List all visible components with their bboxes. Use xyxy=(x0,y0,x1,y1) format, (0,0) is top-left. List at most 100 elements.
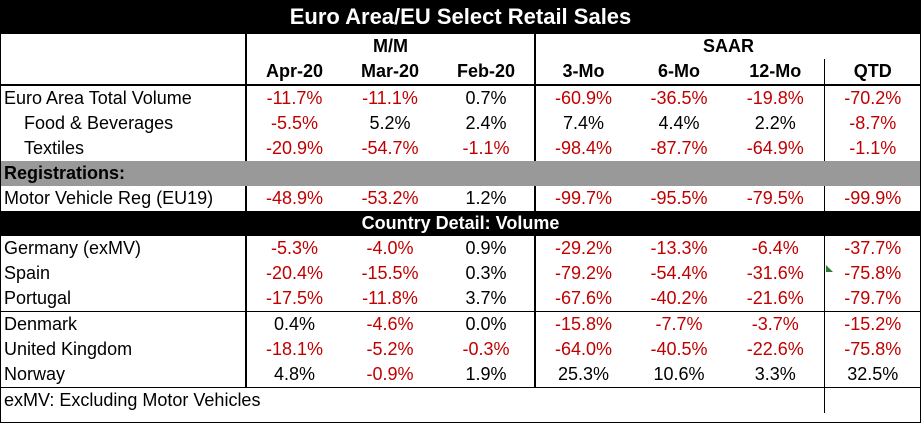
col-12-mo: 12-Mo xyxy=(749,61,802,81)
row-label: Germany (exMV) xyxy=(4,238,142,258)
row-label: Norway xyxy=(0,362,246,388)
value-cell: 0.7% xyxy=(465,88,507,108)
value-cell: -6.4% xyxy=(751,238,799,258)
value-cell: -36.5% xyxy=(650,88,708,108)
value-cell: -79.2% xyxy=(534,261,632,286)
value-cell: -5.3% xyxy=(245,236,342,261)
value-cell: -54.4% xyxy=(650,263,708,283)
sheet-title: Euro Area/EU Select Retail Sales xyxy=(0,0,921,34)
table-row: Motor Vehicle Reg (EU19) -48.9% -53.2% 1.2… xyxy=(0,186,921,211)
value-cell: -75.8% xyxy=(823,337,921,362)
value-cell: -7.7% xyxy=(655,314,703,334)
value-cell: -11.7% xyxy=(245,85,342,111)
value-cell: -0.9% xyxy=(342,362,438,388)
value-cell: -0.3% xyxy=(462,339,510,359)
value-cell: -79.7% xyxy=(823,286,921,312)
value-cell: 0.3% xyxy=(465,263,507,283)
value-cell: 4.8% xyxy=(245,362,342,388)
value-cell: -95.5% xyxy=(650,188,708,208)
row-label: Euro Area Total Volume xyxy=(0,84,246,111)
cell-comment-marker xyxy=(826,265,833,272)
row-label: United Kingdom xyxy=(4,339,133,359)
row-label: Portugal xyxy=(0,286,246,312)
table-row: Germany (exMV) -5.3% -4.0% 0.9% -29.2% -13.3… xyxy=(0,236,921,261)
value-cell: -4.6% xyxy=(366,314,414,334)
value-cell: -3.7% xyxy=(751,314,799,334)
table-row: Food & Beverages -5.5% 5.2% 2.4% 7.4% 4.4% 2.… xyxy=(0,111,921,136)
value-cell: 2.2% xyxy=(754,113,796,133)
header-columns-row: Apr-20 Mar-20 Feb-20 3-Mo 6-Mo 12-Mo QTD xyxy=(0,59,921,85)
value-cell: -15.2% xyxy=(823,311,921,337)
section-country-detail: Country Detail: Volume xyxy=(0,211,921,236)
value-cell: 1.9% xyxy=(438,362,536,388)
value-cell: -21.6% xyxy=(727,286,825,312)
row-label: Denmark xyxy=(4,314,78,334)
row-label: Food & Beverages xyxy=(24,113,174,133)
value-cell: 25.3% xyxy=(534,362,632,388)
value-cell: 10.6% xyxy=(631,362,728,388)
table-row: Spain -20.4% -15.5% 0.3% -79.2% -54.4% -31.6%… xyxy=(0,261,921,286)
value-cell: -99.9% xyxy=(823,186,921,211)
value-cell: -31.6% xyxy=(746,263,804,283)
table-row: Norway 4.8% -0.9% 1.9% 25.3% 10.6% 3.3% 32.5% xyxy=(0,362,921,388)
col-apr-20: Apr-20 xyxy=(245,59,342,85)
table-row: Textiles -20.9% -54.7% -1.1% -98.4% -87.7% -6… xyxy=(0,136,921,161)
row-label: Textiles xyxy=(24,138,85,158)
value-cell: 1.2% xyxy=(465,188,507,208)
col-mar-20: Mar-20 xyxy=(360,61,420,81)
header-group-row: M/M SAAR xyxy=(0,34,921,59)
value-cell: -40.5% xyxy=(650,339,708,359)
value-cell: -11.1% xyxy=(362,88,418,108)
value-cell: 2.4% xyxy=(465,113,507,133)
value-cell: -40.2% xyxy=(631,286,728,312)
value-cell: -99.7% xyxy=(534,186,632,211)
value-cell: -22.6% xyxy=(746,339,804,359)
value-cell: -20.4% xyxy=(245,261,342,286)
value-cell: -98.4% xyxy=(534,136,632,161)
row-label: Spain xyxy=(4,263,51,283)
value-cell: -75.8% xyxy=(823,261,921,286)
value-cell: -48.9% xyxy=(245,186,342,211)
value-cell: -11.8% xyxy=(342,286,438,312)
value-cell: -5.2% xyxy=(366,339,414,359)
value-cell: -37.7% xyxy=(823,236,921,261)
value-cell: -8.7% xyxy=(823,111,921,136)
col-feb-20: Feb-20 xyxy=(456,61,516,81)
value-cell: -15.5% xyxy=(361,263,419,283)
value-cell: -67.6% xyxy=(534,286,632,312)
col-qtd: QTD xyxy=(823,59,921,85)
value-cell: -53.2% xyxy=(361,188,419,208)
value-cell: -1.1% xyxy=(823,136,921,161)
section-label: Country Detail: Volume xyxy=(0,211,921,236)
value-cell: -64.9% xyxy=(746,138,804,158)
value-cell: -20.9% xyxy=(245,136,342,161)
value-cell: 0.4% xyxy=(245,311,342,337)
value-cell: 3.3% xyxy=(727,362,825,388)
footnote: exMV: Excluding Motor Vehicles xyxy=(4,390,261,410)
col-6-mo: 6-Mo xyxy=(658,61,701,81)
group-saar: SAAR xyxy=(534,34,921,59)
table-row: United Kingdom -18.1% -5.2% -0.3% -64.0% -40… xyxy=(0,337,921,362)
retail-sales-table: M/M SAAR Apr-20 Mar-20 Feb-20 3-Mo 6-Mo … xyxy=(0,34,921,413)
value-cell: -60.9% xyxy=(534,85,632,111)
value-cell: -1.1% xyxy=(462,138,510,158)
value-cell: -70.2% xyxy=(823,85,921,111)
value-cell: -4.0% xyxy=(366,238,414,258)
value-cell: 32.5% xyxy=(823,362,921,388)
table-row: Denmark 0.4% -4.6% 0.0% -15.8% -7.7% -3.7% -15… xyxy=(0,311,921,337)
value-cell: -17.5% xyxy=(245,286,342,312)
value-cell: -79.5% xyxy=(746,188,804,208)
value-cell: -54.7% xyxy=(361,138,419,158)
value-cell: -64.0% xyxy=(534,337,632,362)
group-mm: M/M xyxy=(244,34,536,59)
value-cell: 0.9% xyxy=(465,238,507,258)
table-row: Euro Area Total Volume -11.7% -11.1% 0.7% -… xyxy=(0,84,921,111)
value-cell: -15.8% xyxy=(534,311,632,337)
row-label: Motor Vehicle Reg (EU19) xyxy=(4,188,214,208)
value-cell: 5.2% xyxy=(369,113,411,133)
value-cell: -19.8% xyxy=(746,88,804,108)
section-registrations: Registrations: xyxy=(0,161,921,186)
footnote-row: exMV: Excluding Motor Vehicles xyxy=(0,387,921,413)
value-cell: 0.0% xyxy=(465,314,507,334)
